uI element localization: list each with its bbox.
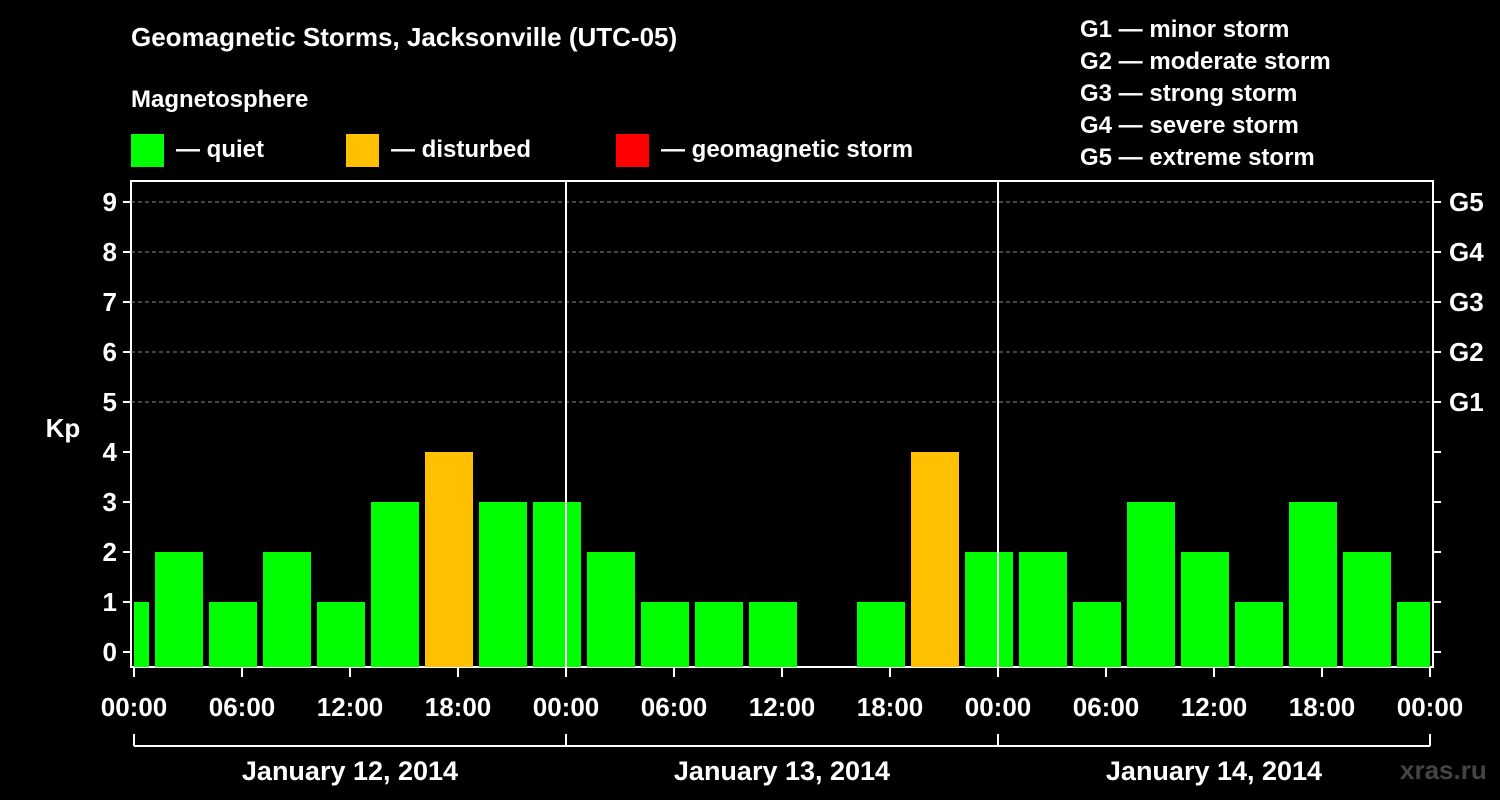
kp-bar: [749, 602, 797, 667]
g-scale-g5: G5 — extreme storm: [1080, 144, 1315, 171]
g-scale-g3: G3 — strong storm: [1080, 80, 1298, 107]
x-tick-label: 00:00: [1397, 692, 1464, 722]
x-tick-label: 18:00: [425, 692, 492, 722]
y-tick-label: 2: [103, 537, 117, 567]
day-label: January 12, 2014: [242, 756, 458, 786]
x-tick-label: 18:00: [857, 692, 924, 722]
kp-bar: [911, 452, 959, 667]
kp-bar: [155, 552, 203, 667]
legend-label-storm: — geomagnetic storm: [661, 136, 914, 163]
kp-bar: [1289, 502, 1337, 667]
y-tick-label: 7: [103, 287, 117, 317]
kp-bar: [263, 552, 311, 667]
kp-bar: [1397, 602, 1430, 667]
day-label: January 14, 2014: [1106, 756, 1322, 786]
kp-bar: [1019, 552, 1067, 667]
watermark: xras.ru: [1400, 755, 1487, 785]
kp-bar: [209, 602, 257, 667]
g-scale-g4: G4 — severe storm: [1080, 112, 1299, 139]
right-axis-label: G1: [1449, 387, 1484, 417]
x-tick-label: 06:00: [1073, 692, 1140, 722]
y-tick-label: 4: [103, 437, 118, 467]
kp-bar: [425, 452, 473, 667]
kp-bar: [1343, 552, 1391, 667]
x-tick-label: 06:00: [641, 692, 708, 722]
chart-title: Geomagnetic Storms, Jacksonville (UTC-05…: [131, 22, 678, 52]
y-axis-label: Kp: [46, 413, 81, 443]
kp-bar: [533, 502, 581, 667]
y-tick-label: 1: [103, 587, 117, 617]
x-tick-label: 00:00: [101, 692, 168, 722]
right-axis-label: G5: [1449, 187, 1484, 217]
g-scale-g1: G1 — minor storm: [1080, 16, 1290, 43]
y-tick-label: 8: [103, 237, 117, 267]
y-tick-label: 0: [103, 637, 117, 667]
x-tick-label: 00:00: [533, 692, 600, 722]
kp-bar: [1127, 502, 1175, 667]
right-axis-label: G3: [1449, 287, 1484, 317]
kp-bar: [479, 502, 527, 667]
kp-bar: [857, 602, 905, 667]
kp-bar: [134, 602, 149, 667]
g-scale-legend: G1 — minor storm G2 — moderate storm G3 …: [1080, 14, 1331, 174]
kp-bar: [1073, 602, 1121, 667]
kp-bar: [1235, 602, 1283, 667]
legend-swatch-disturbed: [346, 133, 379, 167]
y-tick-label: 5: [103, 387, 117, 417]
right-axis-label: G2: [1449, 337, 1484, 367]
x-tick-label: 06:00: [209, 692, 276, 722]
y-tick-label: 6: [103, 337, 117, 367]
day-label: January 13, 2014: [674, 756, 890, 786]
legend-label-quiet: — quiet: [176, 136, 264, 163]
kp-bar: [965, 552, 1013, 667]
y-tick-label: 3: [103, 487, 117, 517]
legend-swatch-quiet: [131, 133, 164, 167]
g-scale-g2: G2 — moderate storm: [1080, 48, 1331, 75]
legend-item-disturbed: — disturbed: [346, 133, 531, 167]
legend-item-storm: — geomagnetic storm: [616, 133, 913, 167]
kp-bar: [641, 602, 689, 667]
legend-swatch-storm: [616, 133, 649, 167]
legend-label-disturbed: — disturbed: [391, 136, 532, 163]
plot-frame: [130, 180, 1434, 668]
kp-bar: [1181, 552, 1229, 667]
x-tick-label: 12:00: [1181, 692, 1248, 722]
legend-subtitle: Magnetosphere: [131, 86, 309, 113]
legend-item-quiet: — quiet: [131, 133, 264, 167]
x-tick-label: 12:00: [317, 692, 384, 722]
kp-bar: [695, 602, 743, 667]
kp-bar: [587, 552, 635, 667]
kp-bar: [317, 602, 365, 667]
right-axis-label: G4: [1449, 237, 1484, 267]
x-tick-label: 18:00: [1289, 692, 1356, 722]
y-tick-label: 9: [103, 187, 117, 217]
x-tick-label: 12:00: [749, 692, 816, 722]
kp-bar: [371, 502, 419, 667]
x-tick-label: 00:00: [965, 692, 1032, 722]
